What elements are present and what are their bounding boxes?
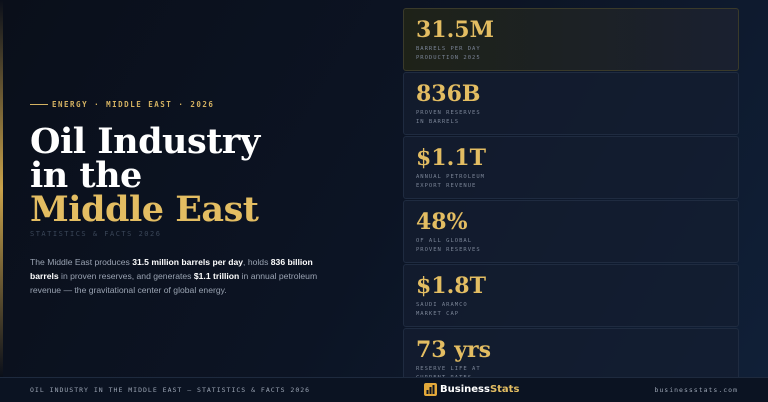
stat-value: 48% bbox=[416, 209, 468, 235]
logo[interactable]: Business Stats bbox=[424, 383, 519, 396]
stat-label-line: BARRELS PER DAY bbox=[416, 46, 481, 52]
stat-value: 31.5M bbox=[416, 17, 494, 43]
footer-url[interactable]: businessstats.com bbox=[654, 386, 738, 394]
description-text: in proven reserves, and generates bbox=[58, 270, 194, 281]
logo-text: Business bbox=[440, 384, 490, 395]
stat-value: $1.1T bbox=[416, 145, 486, 171]
stat-label-line: ANNUAL PETROLEUM bbox=[416, 174, 485, 180]
stat-label: OF ALL GLOBAL PROVEN RESERVES bbox=[416, 237, 481, 255]
description-text: The Middle East produces bbox=[30, 257, 133, 267]
stat-label-line: EXPORT REVENUE bbox=[416, 183, 477, 189]
stat-label-line: RESERVE LIFE AT bbox=[416, 366, 481, 372]
stat-value: 73 yrs bbox=[416, 337, 492, 363]
stat-label-line: MARKET CAP bbox=[416, 311, 460, 317]
stat-value: 836B bbox=[416, 81, 481, 107]
stat-label-line: SAUDI ARAMCO bbox=[416, 302, 468, 308]
stat-label-line: IN BARRELS bbox=[416, 119, 460, 125]
stat-label-line: PROVEN RESERVES bbox=[416, 110, 481, 116]
stat-card: $1.8T SAUDI ARAMCO MARKET CAP bbox=[403, 264, 739, 327]
eyebrow: ENERGY · MIDDLE EAST · 2026 bbox=[30, 100, 214, 109]
description-text: in annual petroleum revenue — the gravit… bbox=[30, 270, 318, 295]
title-line: Oil Industry bbox=[30, 121, 260, 162]
stat-value: $1.8T bbox=[416, 273, 486, 299]
stat-card: $1.1T ANNUAL PETROLEUM EXPORT REVENUE bbox=[403, 136, 739, 199]
description-text: , holds bbox=[243, 257, 271, 267]
accent-bar bbox=[0, 0, 3, 377]
description-text: $1.1 trillion bbox=[193, 270, 240, 281]
stat-card: 48% OF ALL GLOBAL PROVEN RESERVES bbox=[403, 200, 739, 263]
stat-label: BARRELS PER DAY PRODUCTION 2025 bbox=[416, 45, 481, 63]
description: The Middle East produces 31.5 million ba… bbox=[30, 256, 320, 297]
subtitle: STATISTICS & FACTS 2026 bbox=[30, 230, 162, 238]
stat-label-line: PROVEN RESERVES bbox=[416, 247, 481, 253]
logo-icon bbox=[424, 383, 437, 396]
eyebrow-text: ENERGY · MIDDLE EAST · 2026 bbox=[52, 100, 215, 109]
title-line: Middle East bbox=[30, 189, 259, 230]
stat-label-line: OF ALL GLOBAL bbox=[416, 238, 473, 244]
footer-text: OIL INDUSTRY IN THE MIDDLE EAST — STATIS… bbox=[30, 386, 311, 394]
description-text: 836 billion barrels bbox=[30, 257, 313, 281]
footer: OIL INDUSTRY IN THE MIDDLE EAST — STATIS… bbox=[0, 377, 768, 402]
description-text: 31.5 million barrels per day bbox=[132, 257, 244, 267]
stat-card: 836B PROVEN RESERVES IN BARRELS bbox=[403, 72, 739, 135]
stat-label: ANNUAL PETROLEUM EXPORT REVENUE bbox=[416, 173, 485, 191]
stat-label: PROVEN RESERVES IN BARRELS bbox=[416, 109, 481, 127]
stat-card: 31.5M BARRELS PER DAY PRODUCTION 2025 bbox=[403, 8, 739, 71]
title-line: in the bbox=[30, 155, 142, 196]
stat-label: SAUDI ARAMCO MARKET CAP bbox=[416, 301, 468, 319]
logo-text: Stats bbox=[489, 384, 520, 395]
stat-label-line: PRODUCTION 2025 bbox=[416, 55, 481, 61]
